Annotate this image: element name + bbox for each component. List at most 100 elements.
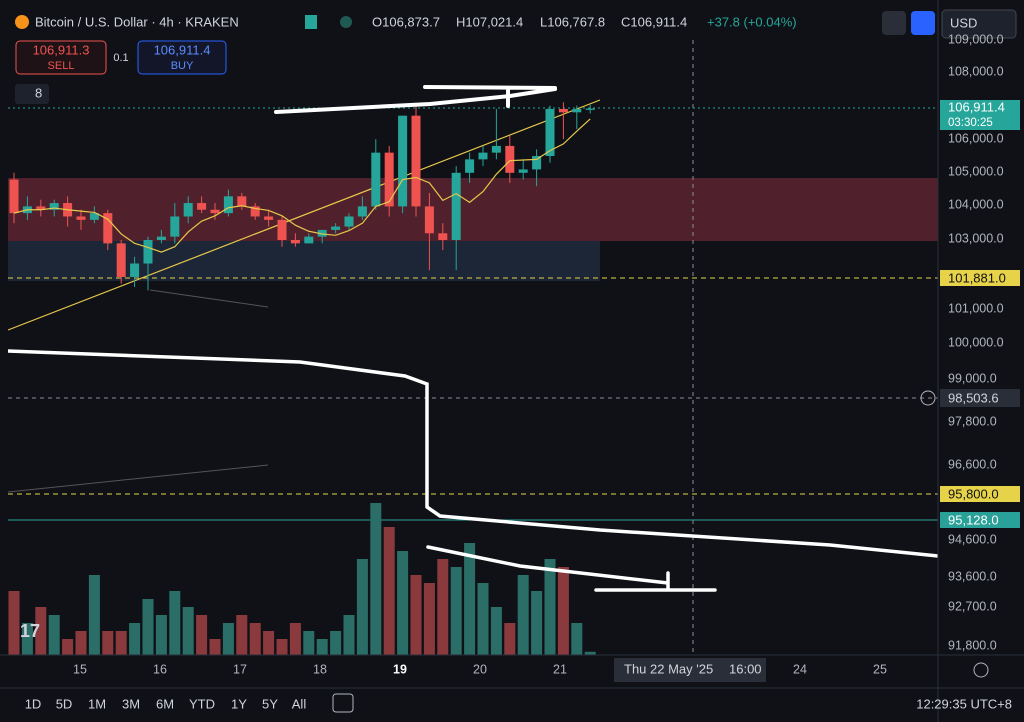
volume-bar (48, 615, 60, 655)
candle-body (304, 236, 314, 244)
badge (940, 270, 1020, 286)
candle-body (89, 213, 99, 220)
price-label: 91,800.0 (948, 638, 997, 652)
btc-icon (15, 15, 29, 29)
volume-bar (249, 623, 261, 655)
candle-body (411, 115, 421, 207)
candle-body (518, 169, 528, 173)
volume-bar (517, 575, 529, 655)
range-button[interactable]: 1M (88, 696, 106, 711)
settings[interactable] (973, 662, 989, 678)
candle-body (384, 152, 394, 207)
candle-body (585, 108, 595, 110)
range-button[interactable]: 1Y (231, 696, 247, 711)
candle-body (572, 108, 582, 113)
candle-body (317, 229, 327, 237)
candle-body (116, 243, 126, 277)
status-dot (340, 16, 352, 28)
clock[interactable]: 12:29:35 UTC+8 (916, 696, 1012, 711)
volume-bar (182, 607, 194, 655)
volume-bar (571, 623, 583, 655)
sync-button[interactable] (911, 11, 935, 35)
level-badge: 101,881.0 (948, 270, 1006, 285)
candle-body (545, 108, 555, 156)
volume-bar (557, 567, 569, 655)
price-label: 103,000.0 (948, 231, 1004, 245)
crosshair-date: Thu 22 May '25 (624, 661, 713, 676)
volume-bar (8, 591, 20, 655)
indicators-count: 8 (35, 85, 42, 100)
candle-body (103, 213, 113, 244)
currency-select[interactable] (941, 9, 1017, 39)
candle-body (371, 152, 381, 207)
volume-bar (196, 615, 208, 655)
candle-body (250, 206, 260, 217)
date-label: 17 (233, 662, 247, 676)
crosshair-add[interactable] (920, 390, 936, 406)
candle-body (143, 240, 153, 264)
date-label: 19 (393, 662, 407, 676)
range-button[interactable]: 3M (122, 696, 140, 711)
volume-bar (236, 615, 248, 655)
candle-body (398, 115, 408, 207)
candle-body (331, 226, 341, 230)
volume-bar (356, 559, 368, 655)
volume-bar (423, 583, 435, 655)
candle-body (237, 196, 247, 207)
price-label: 92,700.0 (948, 599, 997, 613)
buy-label: BUY (171, 60, 194, 72)
date-range[interactable] (332, 693, 354, 713)
candle-body (223, 196, 233, 214)
price-label: 106,000.0 (948, 131, 1004, 145)
candle-body (264, 216, 274, 220)
annotation-line (7, 349, 939, 558)
volume-bar (477, 583, 489, 655)
sell-button[interactable] (15, 40, 107, 75)
date-label: 20 (473, 662, 487, 676)
crosshair-badge: 98,503.6 (948, 390, 999, 405)
candle-body (505, 145, 515, 173)
date-label: 15 (73, 662, 87, 676)
candle-body (438, 233, 448, 240)
buy-button[interactable] (137, 40, 227, 75)
date-label: 24 (793, 662, 807, 676)
volume-bar (35, 607, 47, 655)
crosshair-time: 16:00 (729, 661, 762, 676)
candle-body (170, 216, 180, 237)
trend-line (7, 99, 601, 331)
volume-bar (370, 503, 382, 655)
volume-bar (222, 623, 234, 655)
date-label: 21 (553, 662, 567, 676)
volume-bar (383, 527, 395, 655)
indicators-toggle[interactable] (15, 84, 49, 104)
range-button[interactable]: YTD (189, 696, 215, 711)
volume-bar (584, 651, 596, 655)
annotation-arrow (426, 545, 717, 592)
price-label: 105,000.0 (948, 164, 1004, 178)
quantity[interactable]: 0.1 (113, 52, 128, 64)
flag[interactable] (305, 15, 317, 29)
level-badge: 95,800.0 (948, 486, 999, 501)
ohlc-close: C106,911.4 (621, 14, 687, 29)
trend-line (7, 464, 269, 493)
scroll-button[interactable] (882, 11, 906, 35)
range-button[interactable]: All (292, 696, 307, 711)
band-zone (8, 241, 600, 281)
symbol[interactable]: Bitcoin / U.S. Dollar · 4h · KRAKEN (35, 14, 239, 29)
range-button[interactable]: 5Y (262, 696, 278, 711)
trend-line (149, 289, 269, 308)
volume-bar (263, 631, 275, 655)
price-label: 93,600.0 (948, 569, 997, 583)
range-button[interactable]: 6M (156, 696, 174, 711)
volume-bar (504, 623, 516, 655)
volume-bar (21, 623, 33, 655)
candle-body (183, 203, 193, 217)
candle-body (49, 203, 59, 210)
range-button[interactable]: 1D (25, 696, 42, 711)
range-button[interactable]: 5D (56, 696, 73, 711)
badge (940, 389, 1020, 407)
price-label: 109,000.0 (948, 32, 1004, 46)
crosshair-time-box (614, 658, 766, 682)
price-label: 96,600.0 (948, 457, 997, 471)
